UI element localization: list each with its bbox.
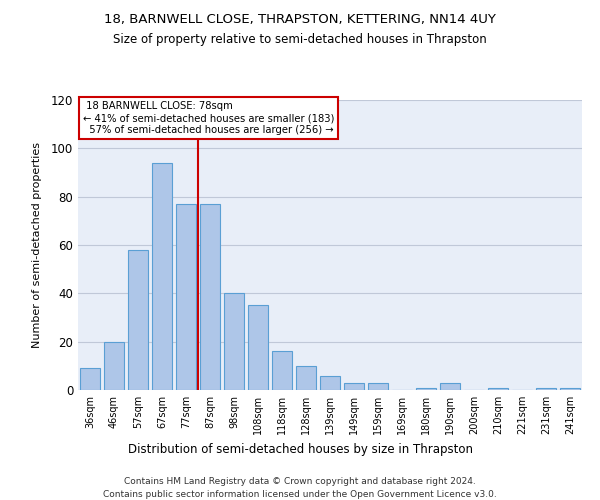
Bar [176, 204, 196, 390]
Bar [536, 388, 556, 390]
Text: 18 BARNWELL CLOSE: 78sqm
← 41% of semi-detached houses are smaller (183)
  57% o: 18 BARNWELL CLOSE: 78sqm ← 41% of semi-d… [83, 102, 334, 134]
Bar [320, 376, 340, 390]
Bar [200, 204, 220, 390]
Text: 18, BARNWELL CLOSE, THRAPSTON, KETTERING, NN14 4UY: 18, BARNWELL CLOSE, THRAPSTON, KETTERING… [104, 12, 496, 26]
Bar [80, 368, 100, 390]
Bar [104, 342, 124, 390]
Text: Distribution of semi-detached houses by size in Thrapston: Distribution of semi-detached houses by … [128, 442, 473, 456]
Bar [368, 383, 388, 390]
Bar [440, 383, 460, 390]
Text: Size of property relative to semi-detached houses in Thrapston: Size of property relative to semi-detach… [113, 32, 487, 46]
Bar [152, 163, 172, 390]
Bar [224, 294, 244, 390]
Y-axis label: Number of semi-detached properties: Number of semi-detached properties [32, 142, 43, 348]
Bar [296, 366, 316, 390]
Bar [128, 250, 148, 390]
Text: Contains public sector information licensed under the Open Government Licence v3: Contains public sector information licen… [103, 490, 497, 499]
Text: Contains HM Land Registry data © Crown copyright and database right 2024.: Contains HM Land Registry data © Crown c… [124, 478, 476, 486]
Bar [416, 388, 436, 390]
Bar [272, 352, 292, 390]
Bar [488, 388, 508, 390]
Bar [248, 306, 268, 390]
Bar [560, 388, 580, 390]
Bar [344, 383, 364, 390]
